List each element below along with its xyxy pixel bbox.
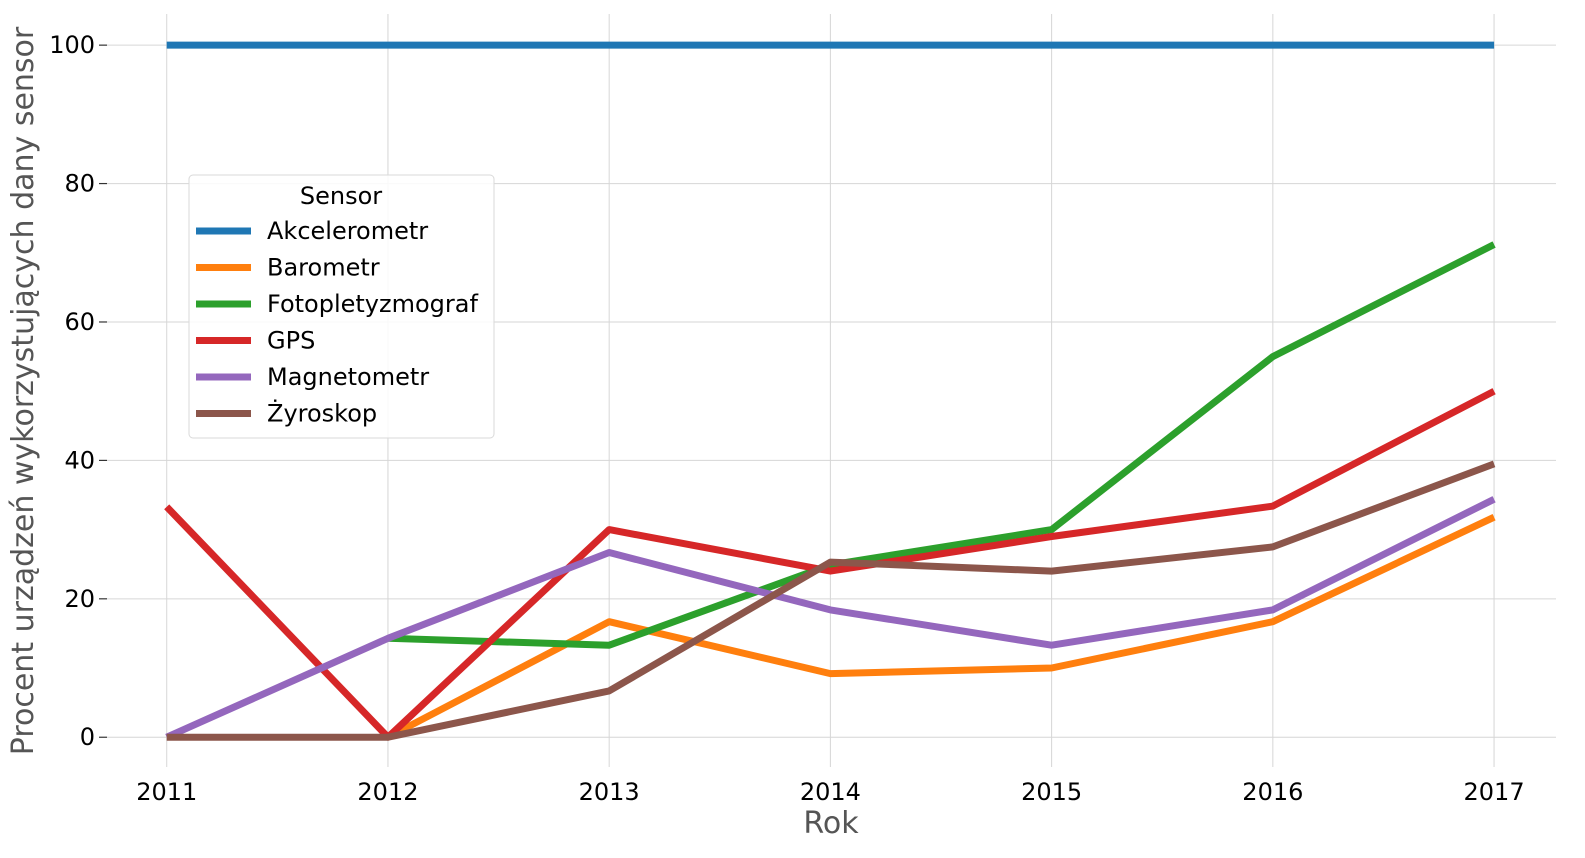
x-tick-label: 2017 <box>1464 778 1525 806</box>
x-tick-label: 2013 <box>579 778 640 806</box>
x-tick-label: 2016 <box>1242 778 1303 806</box>
x-tick-label: 2011 <box>136 778 197 806</box>
y-tick-label: 100 <box>49 31 95 59</box>
series-line-fotopletyzmograf <box>387 241 1496 649</box>
x-tick-label: 2015 <box>1021 778 1082 806</box>
y-tick-label: 80 <box>64 170 95 198</box>
legend-label-akcelerometr: Akcelerometr <box>267 217 428 245</box>
legend: Sensor Akcelerometr Barometr Fotopletyzmog… <box>188 174 495 439</box>
legend-title: Sensor <box>300 182 382 210</box>
y-axis-label: Procent urządzeń wykorzystujących dany s… <box>6 26 41 755</box>
x-tick-label: 2014 <box>800 778 861 806</box>
y-axis-ticks: 0 20 40 60 80 100 <box>49 31 107 751</box>
legend-label-gps: GPS <box>267 327 315 355</box>
legend-label-fotopletyzmograf: Fotopletyzmograf <box>267 290 478 318</box>
legend-label-magnetometr: Magnetometr <box>267 363 429 391</box>
x-axis-label: Rok <box>803 806 859 841</box>
series-lines <box>164 41 1496 741</box>
series-line-magnetometr <box>165 496 1496 741</box>
legend-frame <box>188 174 495 439</box>
legend-items: Akcelerometr Barometr Fotopletyzmograf GPS M… <box>196 217 478 428</box>
legend-label-yroskop: Żyroskop <box>267 399 377 428</box>
legend-label-barometr: Barometr <box>267 254 380 282</box>
y-tick-label: 0 <box>80 723 95 751</box>
y-tick-label: 40 <box>64 446 95 474</box>
series-line-yroskop <box>166 460 1496 741</box>
x-tick-label: 2012 <box>357 778 418 806</box>
y-tick-label: 60 <box>64 308 95 336</box>
x-axis-ticks: 2011 2012 2013 2014 2015 2016 2017 <box>136 778 1524 806</box>
y-tick-label: 20 <box>64 585 95 613</box>
